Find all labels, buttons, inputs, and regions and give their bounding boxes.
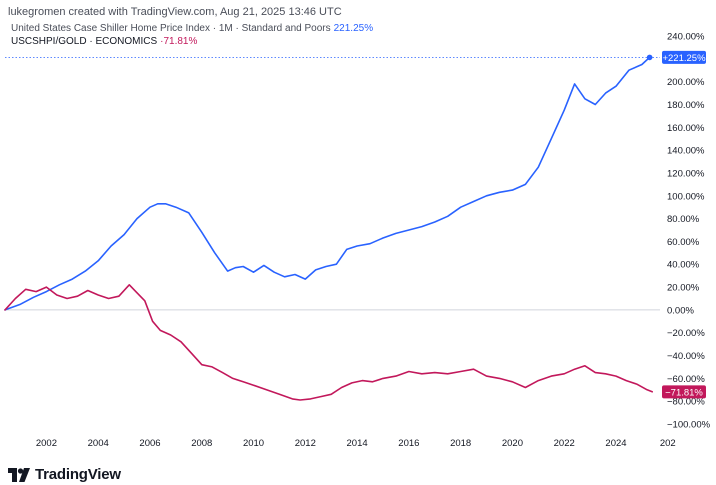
attribution-header: lukegromen created with TradingView.com,… xyxy=(8,6,342,18)
x-tick-label: 2008 xyxy=(191,438,212,449)
y-axis: 240.00%220.00%200.00%180.00%160.00%140.0… xyxy=(662,32,711,431)
y-tick-label: 180.00% xyxy=(667,100,705,111)
x-tick-label: 2020 xyxy=(502,438,523,449)
last-value-badge-case-shiller xyxy=(662,50,706,64)
y-tick-label: −60.00% xyxy=(667,374,705,385)
x-tick-label: 2002 xyxy=(36,438,57,449)
y-tick-label: 240.00% xyxy=(667,32,705,43)
series-line-case-shiller xyxy=(4,56,651,311)
y-tick-label: −80.00% xyxy=(667,397,705,408)
x-axis: 2002 2004 2006 2008 2010 2012 2014 2016 2018 2020… xyxy=(36,438,676,449)
tradingview-logo-icon xyxy=(8,467,30,482)
y-tick-label: 60.00% xyxy=(667,237,700,248)
y-tick-label: 140.00% xyxy=(667,146,705,157)
x-tick-label: 202 xyxy=(660,438,676,449)
y-tick-label: 20.00% xyxy=(667,283,700,294)
last-value-label-gold-ratio: −71.81% xyxy=(665,387,703,398)
x-tick-label: 2004 xyxy=(88,438,109,449)
y-tick-label: −40.00% xyxy=(667,351,705,362)
y-tick-label: 100.00% xyxy=(667,191,705,202)
y-tick-label: 200.00% xyxy=(667,77,705,88)
x-tick-label: 2006 xyxy=(139,438,160,449)
tradingview-wordmark: TradingView xyxy=(35,466,121,483)
chart-legend: United States Case Shiller Home Price In… xyxy=(11,22,373,48)
x-tick-label: 2014 xyxy=(347,438,368,449)
y-tick-label: 0.00% xyxy=(667,305,694,316)
y-tick-label: 160.00% xyxy=(667,123,705,134)
x-tick-label: 2010 xyxy=(243,438,264,449)
y-tick-label: −20.00% xyxy=(667,328,705,339)
x-tick-label: 2012 xyxy=(295,438,316,449)
last-value-dot xyxy=(646,54,653,61)
y-tick-label: −100.00% xyxy=(667,420,711,431)
x-tick-label: 2022 xyxy=(554,438,575,449)
last-value-badge-gold-ratio xyxy=(662,385,706,399)
legend-series2-name: USCSHPI/GOLD · ECONOMICS xyxy=(11,36,158,47)
legend-series2-value: ·71.81% xyxy=(160,36,198,47)
y-tick-label: 120.00% xyxy=(667,168,705,179)
legend-row-gold-ratio[interactable]: USCSHPI/GOLD · ECONOMICS ·71.81% xyxy=(11,35,373,48)
y-tick-label: 80.00% xyxy=(667,214,700,225)
x-tick-label: 2016 xyxy=(398,438,419,449)
legend-series1-value: 221.25% xyxy=(333,23,374,34)
legend-series1-name: United States Case Shiller Home Price In… xyxy=(11,23,331,34)
x-tick-label: 2024 xyxy=(605,438,626,449)
series-layer xyxy=(4,54,660,401)
x-tick-label: 2018 xyxy=(450,438,471,449)
tradingview-logo[interactable]: TradingView xyxy=(8,466,121,483)
y-tick-label: 40.00% xyxy=(667,260,700,271)
last-value-label-case-shiller: +221.25% xyxy=(662,53,706,64)
legend-row-case-shiller[interactable]: United States Case Shiller Home Price In… xyxy=(11,22,373,35)
series-line-gold-ratio xyxy=(4,283,654,401)
